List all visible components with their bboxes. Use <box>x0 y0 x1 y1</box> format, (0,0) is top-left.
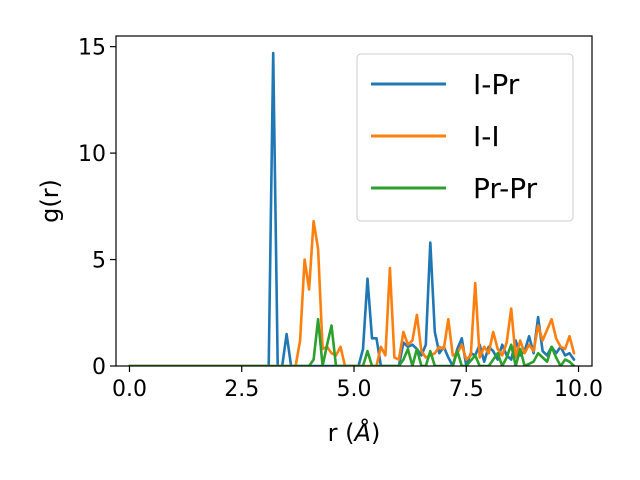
legend: I-Pr I-I Pr-Pr <box>356 53 574 222</box>
series-line-0 <box>128 51 576 366</box>
x-axis-label: r (Å) <box>328 418 381 447</box>
x-tick-label: 2.5 <box>224 377 259 402</box>
series-layer <box>128 51 576 366</box>
legend-label-1: I-I <box>473 120 500 153</box>
legend-label-2: Pr-Pr <box>473 172 538 205</box>
x-tick-label: 10.0 <box>554 377 603 402</box>
y-axis-label: g(r) <box>36 179 64 223</box>
y-tick-label: 5 <box>92 249 106 274</box>
y-tick-label: 0 <box>92 355 106 380</box>
x-tick-label: 0.0 <box>112 377 147 402</box>
y-tick-label: 10 <box>78 142 106 167</box>
series-line-2 <box>128 317 576 366</box>
x-axis: 0.0 2.5 5.0 7.5 10.0 <box>112 366 603 402</box>
legend-label-0: I-Pr <box>473 68 520 101</box>
legend-box <box>356 53 574 222</box>
series-line-1 <box>128 219 576 366</box>
x-tick-label: 7.5 <box>449 377 484 402</box>
y-tick-label: 15 <box>78 36 106 61</box>
x-tick-label: 5.0 <box>337 377 372 402</box>
y-axis: 0 5 10 15 <box>78 36 116 380</box>
